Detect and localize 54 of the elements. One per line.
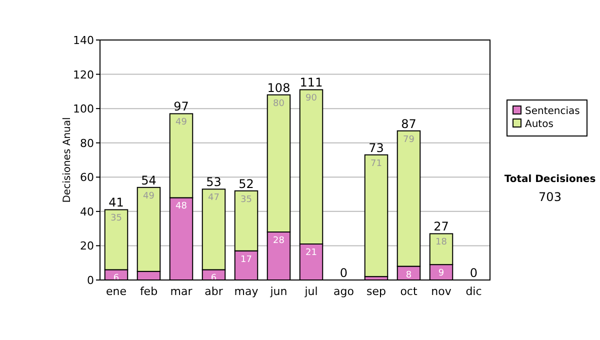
x-tick-label: dic bbox=[466, 285, 482, 298]
legend-label: Autos bbox=[525, 119, 554, 130]
x-tick-label: jul bbox=[304, 285, 318, 298]
total-label: 52 bbox=[238, 176, 254, 191]
data-label: 21 bbox=[306, 248, 317, 258]
data-label: 18 bbox=[436, 238, 448, 248]
total-label: 108 bbox=[267, 80, 290, 95]
total-label: 0 bbox=[470, 266, 478, 280]
data-label: 35 bbox=[110, 214, 122, 224]
x-tick-label: ene bbox=[106, 285, 127, 298]
y-tick-label: 0 bbox=[87, 274, 94, 287]
data-label: 8 bbox=[406, 270, 412, 280]
text: Total Decisiones bbox=[504, 174, 596, 185]
total-label: 87 bbox=[401, 116, 416, 131]
data-label: 80 bbox=[273, 98, 285, 109]
y-tick-label: 20 bbox=[80, 240, 94, 253]
total-label: 27 bbox=[434, 220, 449, 234]
data-label: 47 bbox=[208, 193, 220, 204]
text: 703 bbox=[538, 190, 562, 204]
total-label: 97 bbox=[174, 100, 189, 114]
y-tick-label: 40 bbox=[80, 205, 94, 218]
x-tick-label: jun bbox=[269, 285, 288, 298]
total-label: 53 bbox=[206, 175, 222, 190]
y-tick-label: 100 bbox=[73, 102, 94, 116]
data-label: 48 bbox=[176, 202, 188, 212]
x-tick-label: feb bbox=[140, 285, 158, 298]
data-label: 49 bbox=[176, 118, 188, 128]
x-tick-label: may bbox=[234, 285, 259, 298]
y-axis-title: Decisiones Anual bbox=[62, 117, 73, 203]
y-tick-label: 60 bbox=[80, 171, 94, 184]
data-label: 79 bbox=[403, 134, 415, 145]
data-label: 9 bbox=[438, 268, 444, 279]
x-tick-label: oct bbox=[400, 285, 418, 298]
legend-label: Sentencias bbox=[525, 106, 580, 117]
total-label: 0 bbox=[340, 266, 348, 280]
data-label: 35 bbox=[240, 194, 252, 205]
x-tick-label: ago bbox=[334, 285, 354, 298]
data-label: 49 bbox=[143, 191, 155, 202]
total-label: 111 bbox=[300, 76, 323, 90]
x-tick-label: nov bbox=[431, 285, 452, 298]
x-tick-label: sep bbox=[366, 285, 386, 298]
data-label: 71 bbox=[370, 158, 382, 169]
bar bbox=[364, 154, 388, 278]
total-label: 73 bbox=[368, 140, 384, 155]
total-label: 41 bbox=[108, 196, 124, 210]
x-tick-label: abr bbox=[204, 285, 224, 298]
total-label: 54 bbox=[141, 173, 156, 188]
data-label: 17 bbox=[240, 254, 252, 265]
y-tick-label: 140 bbox=[73, 34, 94, 47]
y-tick-label: 80 bbox=[80, 136, 94, 150]
x-tick-label: mar bbox=[170, 285, 193, 298]
data-label: 28 bbox=[273, 236, 285, 246]
data-label: 90 bbox=[306, 94, 318, 104]
y-tick-label: 120 bbox=[73, 68, 94, 82]
